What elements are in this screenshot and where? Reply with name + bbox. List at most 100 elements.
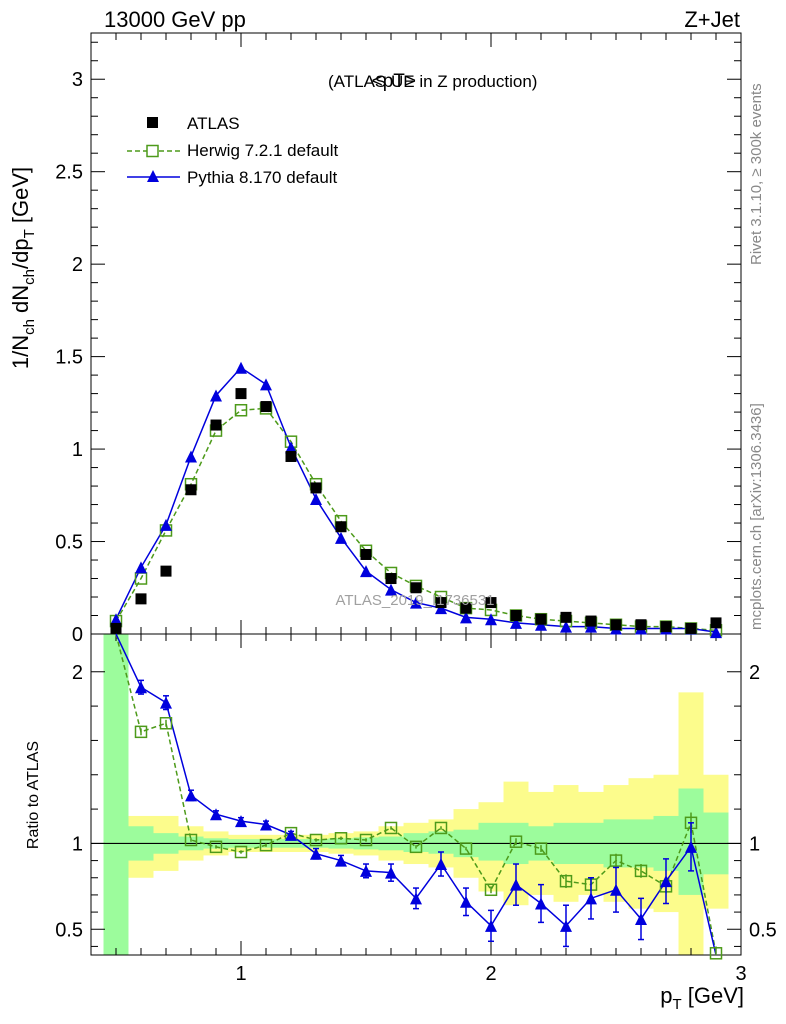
main-y-tick-label: 0 bbox=[72, 624, 83, 646]
header-right: Z+Jet bbox=[684, 7, 740, 32]
ratio-herwig-point bbox=[434, 821, 448, 835]
atlas-point bbox=[560, 611, 572, 623]
atlas-point bbox=[310, 482, 322, 494]
ratio-herwig-point bbox=[309, 833, 323, 847]
pythia-point bbox=[585, 620, 597, 633]
ratio-pythia-point bbox=[610, 883, 622, 896]
analysis-watermark: ATLAS_2019_I1736531 bbox=[335, 592, 494, 609]
pythia-point bbox=[260, 378, 272, 391]
atlas-point bbox=[685, 622, 697, 634]
legend: ATLAS Herwig 7.2.1 default Pythia 8.170 … bbox=[127, 114, 338, 187]
ratio-pythia-point bbox=[135, 681, 147, 694]
band-inner-12 bbox=[403, 833, 429, 853]
band-inner-13 bbox=[428, 831, 454, 854]
ratio-pythia-point bbox=[235, 815, 247, 828]
herwig-point bbox=[234, 403, 248, 417]
ratio-pythia-point bbox=[185, 789, 197, 802]
ratio-y-tick-label: 0.5 bbox=[55, 919, 83, 941]
pythia-point bbox=[535, 618, 547, 631]
ratio-pythia-point bbox=[685, 840, 697, 853]
atlas-point bbox=[535, 613, 547, 625]
atlas-point bbox=[435, 597, 447, 609]
atlas-point bbox=[110, 622, 122, 634]
ratio-y-tick-label: 2 bbox=[72, 662, 83, 684]
atlas-point bbox=[385, 573, 397, 585]
ratio-herwig-point bbox=[184, 833, 198, 847]
atlas-point bbox=[635, 619, 647, 631]
ratio-herwig-point bbox=[509, 835, 523, 848]
legend-herwig-label: Herwig 7.2.1 default bbox=[187, 141, 338, 160]
atlas-point bbox=[710, 617, 722, 629]
ratio-herwig-point bbox=[534, 842, 548, 855]
ratio-pythia-point bbox=[585, 892, 597, 905]
ratio-pythia-point bbox=[560, 919, 572, 932]
pythia-point bbox=[285, 441, 297, 454]
chart-title-text: <pT> bbox=[372, 71, 416, 92]
pythia-point bbox=[185, 450, 197, 463]
ratio-pythia-point bbox=[385, 866, 397, 879]
ratio-data-marks bbox=[115, 633, 723, 960]
ratio-pythia-point bbox=[335, 854, 347, 867]
ratio-herwig-point bbox=[159, 717, 173, 730]
ratio-pythia-point bbox=[285, 828, 297, 841]
ratio-y-tick-label-right: 2 bbox=[749, 662, 760, 684]
ratio-pythia-point bbox=[360, 864, 372, 877]
chart-subtitle: (ATLAS UE in Z production) bbox=[328, 72, 537, 91]
atlas-point bbox=[360, 548, 372, 560]
atlas-point bbox=[235, 388, 247, 400]
ratio-pythia-point bbox=[160, 696, 172, 709]
ratio-axes: 1 2 30.5 0.51 12 2 bbox=[55, 633, 777, 985]
ratio-herwig-point bbox=[409, 840, 423, 854]
ratio-y-tick-label: 1 bbox=[72, 833, 83, 855]
pythia-point bbox=[510, 616, 522, 629]
ratio-herwig-point bbox=[209, 840, 223, 854]
pythia-point bbox=[435, 602, 447, 615]
pythia-point bbox=[560, 620, 572, 633]
main-y-tick-label: 0.5 bbox=[55, 532, 83, 554]
atlas-point bbox=[410, 582, 422, 594]
legend-atlas-marker bbox=[147, 117, 158, 128]
main-y-tick-label: 1 bbox=[72, 439, 83, 461]
pythia-point bbox=[460, 611, 472, 624]
atlas-point bbox=[485, 597, 497, 609]
band-inner-0 bbox=[103, 634, 129, 955]
legend-herwig-marker bbox=[146, 144, 159, 158]
ratio-herwig-point bbox=[334, 832, 348, 845]
ratio-herwig-point bbox=[634, 864, 648, 878]
legend-pythia-marker bbox=[147, 170, 159, 182]
ratio-herwig-point bbox=[234, 845, 248, 859]
atlas-point bbox=[460, 602, 472, 614]
header-left: 13000 GeV pp bbox=[104, 7, 246, 32]
legend-pythia-label: Pythia 8.170 default bbox=[187, 168, 338, 187]
ratio-pythia-point bbox=[635, 912, 647, 925]
atlas-point bbox=[135, 593, 147, 605]
ratio-pythia-point bbox=[410, 892, 422, 905]
atlas-point bbox=[185, 484, 197, 496]
ratio-herwig-point bbox=[134, 725, 148, 739]
pythia-point bbox=[210, 389, 222, 402]
pythia-point bbox=[410, 596, 422, 609]
atlas-point bbox=[660, 621, 672, 633]
pythia-point bbox=[110, 613, 122, 626]
legend-atlas-label: ATLAS bbox=[187, 114, 240, 133]
ratio-y-tick-label-right: 1 bbox=[749, 833, 760, 855]
pythia-point bbox=[310, 493, 322, 506]
ratio-pythia-point bbox=[485, 919, 497, 932]
ratio-herwig-point bbox=[459, 842, 473, 855]
main-y-tick-label: 2 bbox=[72, 254, 83, 276]
atlas-point bbox=[260, 401, 272, 413]
pythia-point bbox=[710, 626, 722, 639]
ratio-pythia-point bbox=[260, 818, 272, 831]
pythia-point bbox=[335, 531, 347, 544]
atlas-point bbox=[285, 450, 297, 462]
rivet-label: Rivet 3.1.10, ≥ 300k events bbox=[748, 83, 765, 265]
ratio-herwig-point bbox=[709, 947, 723, 960]
ratio-ylabel: Ratio to ATLAS bbox=[25, 741, 42, 849]
xlabel: pT [GeV] bbox=[660, 983, 744, 1013]
main-y-tick-label: 3 bbox=[72, 69, 83, 91]
ratio-pythia-point bbox=[535, 897, 547, 910]
atlas-point bbox=[610, 619, 622, 631]
ratio-herwig-point bbox=[384, 821, 398, 835]
ratio-herwig-point bbox=[609, 854, 623, 867]
